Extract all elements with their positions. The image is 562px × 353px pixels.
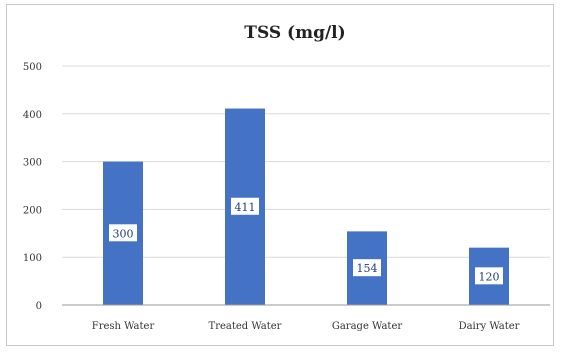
bars [103,108,509,306]
data-label: 300 [113,227,134,240]
y-tick-label: 300 [23,158,42,169]
data-label-bg [109,224,137,242]
data-label: 411 [235,201,256,214]
data-label-bg [353,259,381,277]
data-label-bg [475,267,503,285]
gridlines [62,65,550,258]
y-tick-label: 0 [36,301,42,312]
data-label: 120 [479,270,500,283]
x-category-label: Dairy Water [459,321,520,332]
y-tick-label: 100 [23,253,42,264]
y-axis-ticks: 0 100 200 300 400 500 [23,62,42,312]
x-category-label: Fresh Water [92,321,155,332]
data-label-bg [231,197,259,215]
data-labels: 300 411 154 120 [109,197,503,285]
x-category-label: Treated Water [209,321,282,332]
data-label: 154 [357,262,378,275]
y-tick-label: 200 [23,205,42,216]
y-tick-label: 500 [23,62,42,73]
y-tick-label: 400 [23,110,42,121]
chart-frame [6,4,554,346]
x-category-label: Garage Water [332,321,402,332]
x-axis-categories: Fresh Water Treated Water Garage Water Dair… [92,321,520,332]
chart-title: TSS (mg/l) [244,23,345,43]
